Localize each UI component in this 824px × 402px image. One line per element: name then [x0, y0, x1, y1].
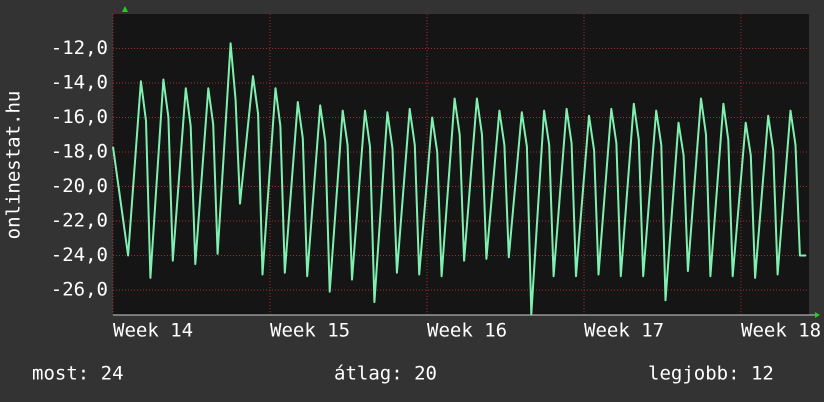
y-tick-label: -16,0 [51, 106, 108, 128]
x-tick-label: Week 15 [270, 320, 350, 342]
x-tick-label: Week 14 [113, 320, 193, 342]
x-tick-label: Week 17 [584, 320, 664, 342]
y-tick-label: -12,0 [51, 37, 108, 59]
footer-current: most: 24 [32, 363, 124, 385]
x-axis-arrow [815, 312, 820, 318]
y-tick-label: -18,0 [51, 140, 108, 162]
y-tick-label: -26,0 [51, 278, 108, 300]
y-axis-label: onlinestat.hu [3, 91, 25, 240]
x-tick-label: Week 16 [427, 320, 507, 342]
footer-best: legjobb: 12 [648, 363, 774, 385]
y-axis-arrow [122, 6, 128, 12]
y-tick-label: -24,0 [51, 244, 108, 266]
y-tick-label: -14,0 [51, 71, 108, 93]
y-tick-label: -22,0 [51, 209, 108, 231]
footer-average: átlag: 20 [334, 363, 437, 385]
series-line [112, 42, 806, 316]
plot: -26,0 -24,0 -22,0 -20,0 -18,0 -16,0 -14,0 -12,0… [51, 6, 821, 342]
y-tick-label: -20,0 [51, 175, 108, 197]
x-tick-label: Week 18 [741, 320, 821, 342]
